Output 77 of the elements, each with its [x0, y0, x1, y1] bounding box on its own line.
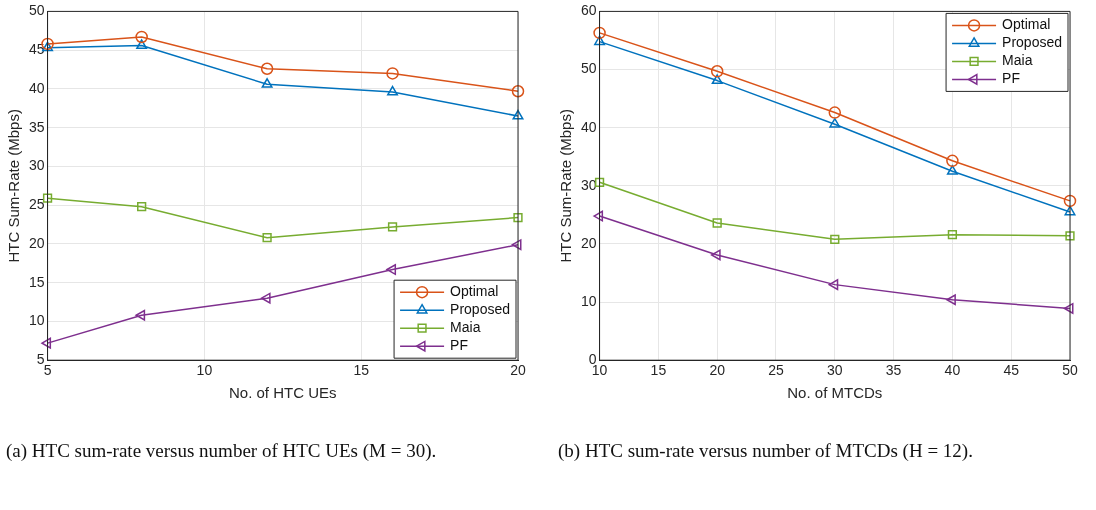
point: [260, 292, 271, 304]
legend-label: Maia: [1002, 52, 1033, 69]
legend-label: Maia: [450, 319, 481, 336]
point: [511, 84, 525, 98]
point: [137, 202, 147, 212]
x-tick-label: 35: [885, 362, 902, 379]
point: [828, 279, 839, 291]
point: [512, 109, 524, 120]
point: [513, 212, 523, 223]
legend-label: Optimal: [1002, 16, 1051, 33]
y-axis-title: HTC Sum-Rate (Mbps): [557, 109, 575, 263]
point: [135, 30, 148, 44]
y-tick-label: 15: [28, 273, 45, 290]
y-tick-label: 20: [28, 234, 45, 251]
point: [946, 154, 959, 168]
point: [387, 222, 398, 232]
y-tick-label: 25: [28, 196, 45, 213]
x-axis-title: No. of MTCDs: [787, 384, 883, 402]
x-tick-label: 40: [944, 362, 961, 379]
y-tick-label: 10: [28, 312, 45, 329]
point: [829, 117, 841, 128]
point: [593, 26, 606, 40]
point: [386, 67, 399, 80]
point: [262, 233, 272, 243]
point: [946, 294, 956, 306]
point: [712, 218, 722, 228]
point: [387, 85, 399, 96]
y-tick-label: 35: [28, 118, 45, 135]
text: (a) HTC sum-rate versus number of HTC UEs (M = 30).: [6, 439, 438, 463]
point: [710, 65, 724, 78]
y-tick-label: 50: [580, 60, 597, 77]
x-tick-label: 45: [1003, 362, 1020, 379]
x-tick-label: 15: [650, 362, 667, 379]
y-tick-label: 50: [28, 2, 45, 19]
point: [1063, 194, 1077, 208]
point: [1063, 302, 1074, 314]
point: [261, 78, 273, 88]
legend-label: PF: [450, 337, 468, 354]
legend-label: Proposed: [450, 301, 511, 318]
point: [1064, 205, 1076, 216]
point: [946, 165, 958, 175]
x-axis-title: No. of HTC UEs: [229, 384, 337, 402]
x-tick-label: 15: [353, 362, 370, 379]
point: [136, 39, 148, 50]
point: [828, 106, 842, 119]
point: [711, 74, 723, 85]
legend-label: Optimal: [450, 283, 499, 300]
point: [830, 234, 840, 244]
x-tick-label: 25: [768, 362, 784, 379]
y-tick-label: 60: [580, 2, 597, 19]
point: [1065, 231, 1075, 241]
y-tick-label: 10: [580, 292, 597, 309]
point: [260, 62, 274, 76]
y-axis-title: HTC Sum-Rate (Mbps): [5, 109, 23, 263]
point: [593, 210, 604, 222]
y-tick-label: 5: [36, 351, 45, 368]
y-tick-label: 20: [580, 234, 597, 251]
x-tick-label: 20: [709, 362, 726, 379]
y-tick-label: 40: [28, 79, 45, 96]
point: [41, 337, 52, 349]
legend-label: Proposed: [1002, 34, 1063, 51]
point: [386, 264, 397, 276]
text: (b) HTC sum-rate versus number of MTCDs (H = 12).: [558, 439, 974, 463]
x-tick-label: 20: [510, 362, 526, 379]
y-tick-label: 30: [28, 157, 45, 174]
x-tick-label: 10: [196, 362, 213, 379]
legend-label: PF: [1002, 70, 1020, 87]
y-tick-label: 45: [28, 41, 45, 58]
point: [594, 35, 606, 46]
x-tick-label: 30: [827, 362, 843, 379]
x-tick-label: 50: [1062, 362, 1078, 379]
point: [710, 249, 721, 261]
point: [947, 229, 958, 240]
point: [135, 309, 146, 321]
y-tick-label: 40: [580, 118, 597, 135]
point: [511, 239, 522, 251]
point: [42, 193, 53, 203]
